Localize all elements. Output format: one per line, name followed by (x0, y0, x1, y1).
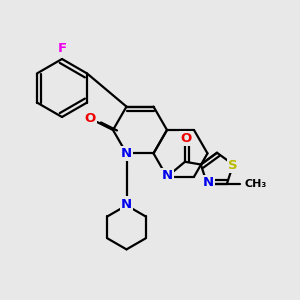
Text: N: N (121, 147, 132, 160)
Text: S: S (228, 159, 238, 172)
Text: F: F (57, 41, 67, 55)
Text: N: N (161, 169, 172, 182)
Text: N: N (202, 176, 214, 189)
Text: O: O (84, 112, 96, 125)
Text: N: N (121, 197, 132, 210)
Text: N: N (121, 198, 132, 211)
Text: O: O (180, 132, 192, 145)
Text: CH₃: CH₃ (245, 178, 267, 188)
